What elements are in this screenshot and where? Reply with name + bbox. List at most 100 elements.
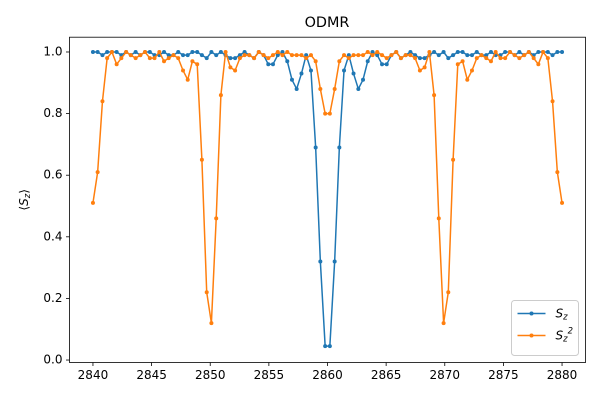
chart-title: ODMR (305, 15, 350, 31)
marker (294, 86, 299, 91)
marker (531, 56, 536, 61)
marker (474, 56, 479, 61)
marker (147, 49, 152, 54)
marker (114, 62, 119, 67)
x-tick-label: 2855 (254, 368, 285, 382)
marker (342, 53, 347, 58)
marker (332, 259, 337, 264)
y-tick-label: 0.0 (43, 353, 62, 367)
legend-marker (529, 311, 534, 316)
x-tick-label: 2850 (195, 368, 226, 382)
marker (209, 49, 214, 54)
marker (166, 53, 171, 58)
x-tick-label: 2845 (136, 368, 167, 382)
marker (403, 53, 408, 58)
marker (270, 53, 275, 58)
marker (266, 56, 271, 61)
marker (323, 344, 328, 349)
marker (100, 53, 105, 58)
marker (522, 53, 527, 58)
marker (436, 216, 441, 221)
marker (408, 49, 413, 54)
marker (394, 49, 399, 54)
marker (398, 56, 403, 61)
marker (484, 53, 489, 58)
marker (233, 56, 238, 61)
marker (460, 59, 465, 64)
marker (465, 53, 470, 58)
marker (365, 59, 370, 64)
marker (413, 56, 418, 61)
x-tick-label: 2865 (371, 368, 402, 382)
marker (384, 56, 389, 61)
marker (114, 49, 119, 54)
marker (199, 53, 204, 58)
marker (455, 49, 460, 54)
marker (446, 56, 451, 61)
marker (209, 321, 214, 326)
marker (356, 53, 361, 58)
marker (356, 86, 361, 91)
marker (237, 53, 242, 58)
marker (545, 49, 550, 54)
marker (361, 77, 366, 82)
legend-label: Sz2 (556, 326, 574, 344)
marker (365, 49, 370, 54)
marker (536, 49, 541, 54)
marker (304, 53, 309, 58)
marker (214, 53, 219, 58)
marker (327, 344, 332, 349)
marker (204, 290, 209, 295)
marker (308, 53, 313, 58)
marker (299, 53, 304, 58)
marker (370, 53, 375, 58)
marker (493, 49, 498, 54)
marker (181, 68, 186, 73)
marker (223, 49, 228, 54)
marker (498, 56, 503, 61)
marker (124, 49, 129, 54)
marker (252, 56, 257, 61)
marker (545, 56, 550, 61)
marker (327, 111, 332, 116)
marker (446, 290, 451, 295)
marker (488, 49, 493, 54)
marker (550, 53, 555, 58)
marker (507, 49, 512, 54)
marker (441, 321, 446, 326)
marker (90, 49, 95, 54)
marker (536, 62, 541, 67)
marker (105, 56, 110, 61)
marker (337, 145, 342, 150)
marker (389, 53, 394, 58)
marker (237, 56, 242, 61)
marker (555, 170, 560, 175)
marker (451, 157, 456, 162)
marker (157, 49, 162, 54)
marker (162, 49, 167, 54)
marker (261, 53, 266, 58)
marker (218, 93, 223, 98)
marker (384, 62, 389, 67)
marker (422, 65, 427, 70)
marker (370, 49, 375, 54)
marker (380, 62, 385, 67)
marker (323, 111, 328, 116)
marker (346, 53, 351, 58)
marker (285, 59, 290, 64)
marker (375, 53, 380, 58)
marker (517, 49, 522, 54)
marker (469, 53, 474, 58)
marker (266, 62, 271, 67)
marker (484, 56, 489, 61)
marker (285, 49, 290, 54)
marker (128, 53, 133, 58)
marker (138, 53, 143, 58)
x-tick-label: 2870 (429, 368, 460, 382)
marker (541, 49, 546, 54)
marker (332, 86, 337, 91)
marker (342, 68, 347, 73)
marker (242, 53, 247, 58)
marker (204, 56, 209, 61)
